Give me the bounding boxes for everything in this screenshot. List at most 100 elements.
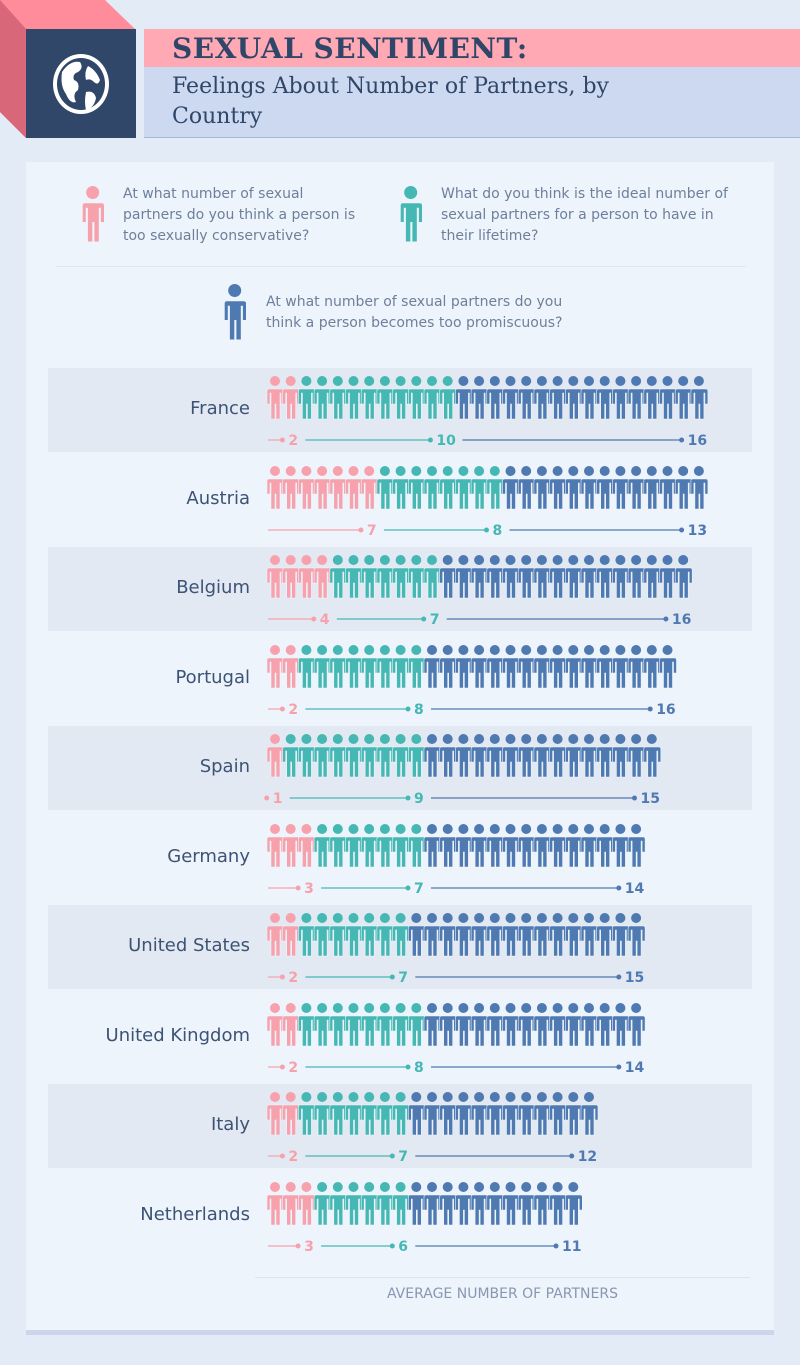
person-icon-promiscuous [455, 1092, 473, 1136]
person-icon-promiscuous [627, 913, 646, 957]
page-title: SEXUAL SENTIMENT: [172, 32, 528, 65]
person-icon-promiscuous [533, 913, 552, 957]
value-dot-ideal [389, 1153, 395, 1159]
person-icon-promiscuous [564, 1181, 583, 1225]
value-dot-conservative [311, 616, 317, 622]
value-label-conservative: 1 [273, 791, 283, 807]
person-icon-ideal [282, 734, 301, 778]
person-icon-ideal [376, 1092, 395, 1136]
person-icon-conservative [298, 555, 316, 599]
person-icon-ideal [423, 376, 442, 420]
person-icon-promiscuous [549, 1092, 567, 1136]
person-icon-promiscuous [455, 734, 473, 778]
person-icon-ideal [345, 823, 363, 867]
person-icon-ideal [407, 1002, 426, 1046]
person-icon-promiscuous [627, 555, 646, 599]
person-icon-promiscuous [549, 644, 567, 688]
person-icon-ideal [329, 1181, 348, 1225]
person-icon-ideal [298, 644, 316, 688]
value-dot-ideal [405, 1064, 411, 1069]
person-icon-promiscuous [596, 1002, 615, 1046]
person-icon-ideal [423, 555, 442, 599]
person-icon-promiscuous [549, 1181, 567, 1225]
x-axis-label: AVERAGE NUMBER OF PARTNERS [386, 1286, 618, 1302]
person-icon-promiscuous [486, 376, 505, 420]
person-icon-promiscuous [470, 734, 489, 778]
person-icon-promiscuous [502, 555, 520, 599]
person-icon-ideal [392, 644, 410, 688]
person-icon-promiscuous [564, 823, 583, 867]
person-icon-promiscuous [643, 734, 662, 778]
value-label-promiscuous: 11 [562, 1239, 581, 1255]
value-dot-ideal [484, 527, 489, 532]
legend-text-promiscuous: At what number of sexual partners do you… [266, 294, 563, 331]
person-icon-ideal [329, 376, 348, 420]
person-icon-promiscuous [407, 1181, 426, 1225]
pictogram-row: 2 10 16 [266, 376, 709, 449]
person-icon-promiscuous [439, 644, 458, 688]
person-icon-promiscuous [690, 465, 709, 509]
person-icon-ideal [376, 376, 395, 420]
person-icon-ideal [313, 644, 332, 688]
person-icon-ideal [329, 1092, 348, 1136]
value-dot-conservative [358, 527, 364, 532]
person-icon-promiscuous [612, 913, 630, 957]
person-icon-promiscuous [580, 1002, 599, 1046]
person-icon-promiscuous [564, 644, 583, 688]
person-icon-promiscuous [627, 376, 646, 420]
person-icon-ideal [392, 465, 410, 509]
person-icon-promiscuous [423, 644, 442, 688]
person-icon-ideal [360, 734, 379, 778]
person-icon-promiscuous [549, 376, 567, 420]
country-label: France [190, 398, 250, 419]
person-icon-promiscuous [455, 1002, 473, 1046]
person-icon-promiscuous [596, 465, 615, 509]
value-label-promiscuous: 16 [688, 433, 707, 449]
person-icon-promiscuous [564, 555, 583, 599]
pictogram-row: 2 8 16 [266, 644, 677, 718]
person-icon-ideal [329, 734, 348, 778]
person-icon-ideal [360, 644, 379, 688]
person-icon-ideal [298, 1092, 316, 1136]
country-label: Netherlands [140, 1203, 250, 1225]
value-label-ideal: 8 [414, 702, 424, 718]
value-dot-ideal [427, 437, 433, 443]
person-icon-promiscuous [533, 1092, 552, 1136]
value-label-conservative: 2 [288, 702, 298, 718]
value-label-conservative: 3 [304, 881, 314, 897]
person-icon-promiscuous [502, 1002, 520, 1046]
person-icon-promiscuous [549, 734, 567, 778]
person-icon-ideal [329, 1002, 348, 1046]
person-icon-promiscuous [455, 913, 473, 957]
person-icon-ideal [313, 1092, 332, 1136]
person-icon-promiscuous [423, 1181, 442, 1225]
person-icon-promiscuous [549, 1002, 567, 1046]
person-icon-ideal [313, 734, 332, 778]
person-icon-conservative [266, 465, 285, 509]
person-icon-ideal [329, 644, 348, 688]
value-dot-promiscuous [553, 1243, 559, 1248]
legend-icon-promiscuous [223, 284, 246, 341]
value-dot-conservative [264, 795, 270, 801]
axis-line [255, 1277, 750, 1278]
person-icon-ideal [360, 823, 379, 867]
person-icon-promiscuous [580, 376, 599, 420]
person-icon-promiscuous [564, 734, 583, 778]
person-icon-promiscuous [439, 823, 458, 867]
person-icon-conservative [266, 913, 285, 957]
person-icon-ideal [407, 376, 426, 420]
value-dot-promiscuous [679, 527, 685, 532]
value-dot-promiscuous [616, 1064, 622, 1069]
person-icon-promiscuous [486, 555, 505, 599]
value-label-ideal: 6 [398, 1239, 408, 1255]
pictogram-row: 4 7 16 [266, 555, 693, 628]
person-icon-conservative [266, 555, 285, 599]
person-icon-promiscuous [533, 1002, 552, 1046]
person-icon-promiscuous [517, 734, 536, 778]
value-dot-promiscuous [647, 706, 653, 711]
person-icon-promiscuous [659, 644, 677, 688]
person-icon-promiscuous [580, 823, 599, 867]
person-icon-ideal [392, 555, 410, 599]
person-icon-promiscuous [643, 555, 662, 599]
legend-text-conservative: At what number of sexual partners do you… [123, 186, 356, 244]
